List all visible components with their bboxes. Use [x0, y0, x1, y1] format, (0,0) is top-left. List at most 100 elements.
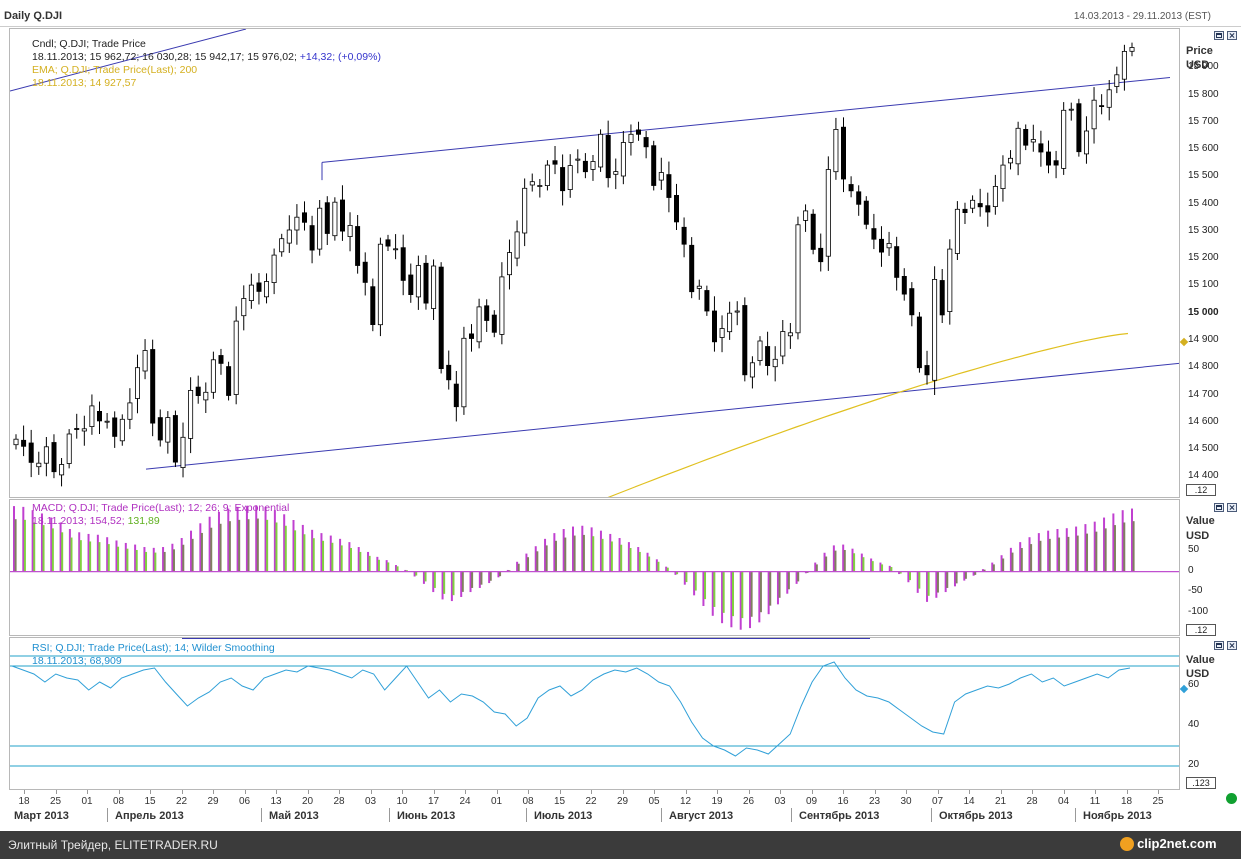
candle-up — [286, 229, 292, 244]
price-legend-title: Cndl; Q.DJI; Trade Price — [32, 38, 146, 50]
candle-up — [13, 438, 19, 446]
price-tick-label: 15 800 — [1188, 88, 1219, 100]
time-tick-mark — [87, 790, 88, 794]
time-tick-label: 24 — [459, 796, 471, 807]
candle-up — [1061, 109, 1067, 169]
candle-down — [256, 282, 262, 292]
price-tick-label: 15 200 — [1188, 252, 1219, 264]
candle-down — [195, 386, 201, 397]
candle-down — [97, 410, 103, 422]
candle-down — [871, 228, 877, 240]
candle-down — [408, 274, 414, 296]
time-tick-mark — [654, 790, 655, 794]
time-tick-label: 15 — [553, 796, 566, 807]
price-tick-label: 15 700 — [1188, 115, 1219, 127]
time-tick-mark — [150, 790, 151, 794]
candle-up — [1114, 74, 1120, 87]
candle-up — [499, 276, 505, 335]
time-tick-label: 28 — [333, 796, 345, 807]
candle-up — [658, 172, 664, 181]
candle-up — [43, 446, 49, 464]
candle-down — [712, 310, 718, 343]
macd-tick-label: 0 — [1188, 564, 1194, 576]
time-tick-mark — [370, 790, 372, 794]
candle-up — [203, 391, 209, 401]
macd-close-icon[interactable] — [1227, 503, 1237, 512]
price-legend: Cndl; Q.DJI; Trade Price 18.11.2013; 15 … — [32, 38, 381, 90]
time-tick-mark — [622, 790, 624, 794]
lower-trendline — [145, 362, 1179, 470]
candle-up — [119, 418, 125, 442]
candle-down — [651, 145, 657, 186]
candle-down — [689, 244, 695, 293]
candle-down — [704, 290, 710, 312]
candle-up — [970, 199, 976, 209]
price-tick-label: 14 900 — [1188, 334, 1219, 345]
time-tick-label: 25 — [1152, 796, 1164, 807]
macd-chart-svg — [10, 505, 1179, 630]
rsi-maximize-icon[interactable] — [1214, 641, 1224, 650]
price-tick-label: 15 500 — [1188, 170, 1219, 182]
rsi-scale-box[interactable]: .123 — [1186, 777, 1216, 789]
candle-up — [567, 165, 573, 191]
footer-logo[interactable]: clip2net.com — [1120, 836, 1217, 854]
candle-up — [188, 389, 194, 439]
price-scale-box[interactable]: .12 — [1186, 484, 1216, 496]
candle-up — [1000, 164, 1006, 190]
candle-up — [294, 216, 300, 231]
time-tick-label: 18 — [1120, 796, 1133, 807]
macd-scale-box[interactable]: .12 — [1186, 624, 1216, 636]
time-month-label: Июль 2013 — [534, 810, 593, 822]
candle-up — [1008, 157, 1014, 164]
candle-down — [423, 262, 429, 304]
price-maximize-icon[interactable] — [1214, 31, 1224, 40]
candle-down — [674, 194, 680, 223]
candle-down — [605, 135, 611, 179]
candle-up — [932, 278, 938, 381]
candle-down — [370, 286, 376, 326]
time-month-label: Июнь 2013 — [397, 810, 456, 822]
candle-down — [453, 383, 459, 408]
price-panel[interactable]: Cndl; Q.DJI; Trade Price 18.11.2013; 15 … — [9, 28, 1180, 498]
candle-up — [135, 367, 141, 399]
candle-down — [491, 314, 497, 333]
candle-down — [51, 442, 57, 473]
time-tick-mark — [780, 790, 781, 794]
candle-up — [279, 238, 285, 253]
candle-up — [332, 201, 338, 237]
macd-legend-date: 18.11.2013; — [32, 515, 87, 527]
time-tick-label: 04 — [1057, 796, 1070, 807]
price-legend-ohlc: 18.11.2013; 15 962,72; 16 030,28; 15 942… — [32, 51, 297, 63]
candle-up — [514, 231, 520, 259]
rsi-axis[interactable]: Value USD 60 40 20 .123 — [1179, 637, 1241, 790]
candle-up — [1015, 127, 1021, 165]
time-tick-label: 25 — [49, 796, 62, 807]
price-close-icon[interactable] — [1227, 31, 1237, 40]
rsi-tick-label: 40 — [1188, 719, 1200, 730]
rsi-close-icon[interactable] — [1227, 641, 1237, 650]
macd-panel[interactable]: MACD; Q.DJI; Trade Price(Last); 12; 26; … — [9, 499, 1180, 636]
time-tick-mark — [24, 790, 25, 794]
candle-down — [742, 305, 748, 376]
price-axis[interactable]: Price USD 15 900 15 800 15 700 15 600 15 500… — [1179, 28, 1241, 498]
price-axis-title: Price — [1186, 45, 1213, 57]
time-axis[interactable]: 18 25 01 08 15 22 29 06 13 20 28 03 10 17 24 01 08 15 22 29… — [9, 790, 1180, 830]
candle-down — [150, 349, 156, 424]
candle-down — [301, 212, 307, 223]
rsi-panel[interactable]: RSI; Q.DJI; Trade Price(Last); 14; Wilde… — [9, 637, 1180, 790]
macd-axis-unit: USD — [1186, 530, 1210, 542]
time-tick-label: 10 — [396, 796, 408, 807]
time-tick-mark — [181, 790, 183, 794]
candle-down — [1053, 160, 1059, 166]
candle-up — [180, 436, 186, 468]
macd-axis[interactable]: Value USD 50 0 -50 -100 .12 — [1180, 499, 1241, 636]
candle-up — [749, 362, 755, 378]
time-month-label: Март 2013 — [14, 810, 69, 822]
time-tick-mark — [559, 790, 561, 794]
macd-maximize-icon[interactable] — [1214, 503, 1224, 512]
time-tick-label: 30 — [900, 796, 912, 807]
time-month-label: Октябрь 2013 — [939, 810, 1013, 822]
time-tick-mark — [1032, 790, 1033, 794]
candle-up — [795, 224, 801, 334]
macd-legend-title: MACD; Q.DJI; Trade Price(Last); 12; 26; … — [32, 502, 290, 514]
